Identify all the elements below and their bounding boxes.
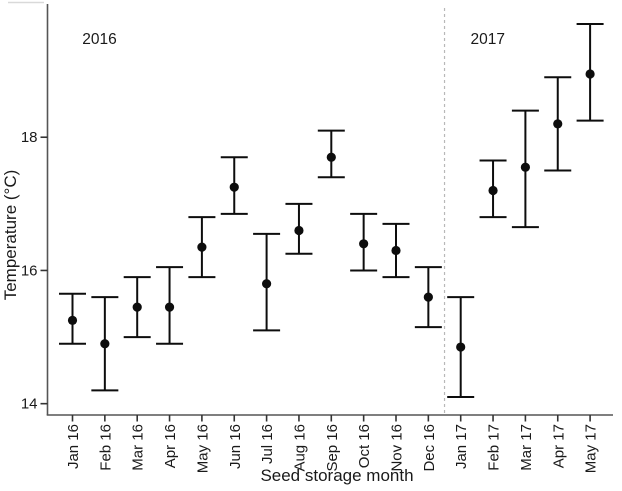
- data-point: [553, 119, 563, 129]
- x-axis-title: Seed storage month: [260, 466, 413, 485]
- y-axis-title: Temperature (°C): [1, 170, 20, 301]
- x-tick-label: Apr 17: [550, 424, 567, 468]
- y-tick-label: 14: [21, 396, 38, 413]
- data-point: [262, 279, 272, 289]
- y-tick-label: 16: [21, 262, 38, 279]
- x-tick-label: Mar 16: [130, 424, 147, 471]
- group-label-2017: 2017: [470, 31, 504, 48]
- x-tick-label: Jun 16: [227, 424, 244, 469]
- x-tick-label: Jan 16: [65, 424, 82, 469]
- x-tick-label: Jan 17: [453, 424, 470, 469]
- group-label-2016: 2016: [82, 31, 116, 48]
- y-tick-label: 18: [21, 129, 38, 146]
- data-point: [585, 69, 595, 79]
- x-tick-label: Jul 16: [259, 424, 276, 464]
- x-tick-label: May 16: [194, 424, 211, 473]
- data-point: [294, 225, 304, 236]
- data-point: [229, 182, 239, 192]
- data-point: [391, 245, 401, 256]
- x-tick-label: Mar 17: [518, 424, 535, 471]
- data-point: [326, 152, 336, 162]
- data-point: [164, 302, 175, 312]
- x-tick-label: Dec 16: [421, 424, 438, 472]
- x-tick-label: Oct 16: [356, 424, 373, 468]
- data-point: [359, 239, 369, 249]
- data-point: [197, 242, 207, 252]
- x-tick-label: May 17: [583, 424, 600, 473]
- x-tick-label: Sep 16: [324, 424, 341, 472]
- data-point: [456, 342, 466, 352]
- data-point: [100, 339, 110, 349]
- data-point: [132, 302, 142, 312]
- x-tick-label: Apr 16: [162, 424, 179, 468]
- data-point: [67, 315, 78, 326]
- x-tick-label: Aug 16: [291, 424, 308, 472]
- x-tick-label: Feb 17: [486, 424, 503, 471]
- data-point: [423, 292, 433, 302]
- x-tick-label: Nov 16: [389, 424, 406, 472]
- data-point: [488, 185, 498, 196]
- data-point: [520, 162, 531, 172]
- x-tick-label: Feb 16: [97, 424, 114, 471]
